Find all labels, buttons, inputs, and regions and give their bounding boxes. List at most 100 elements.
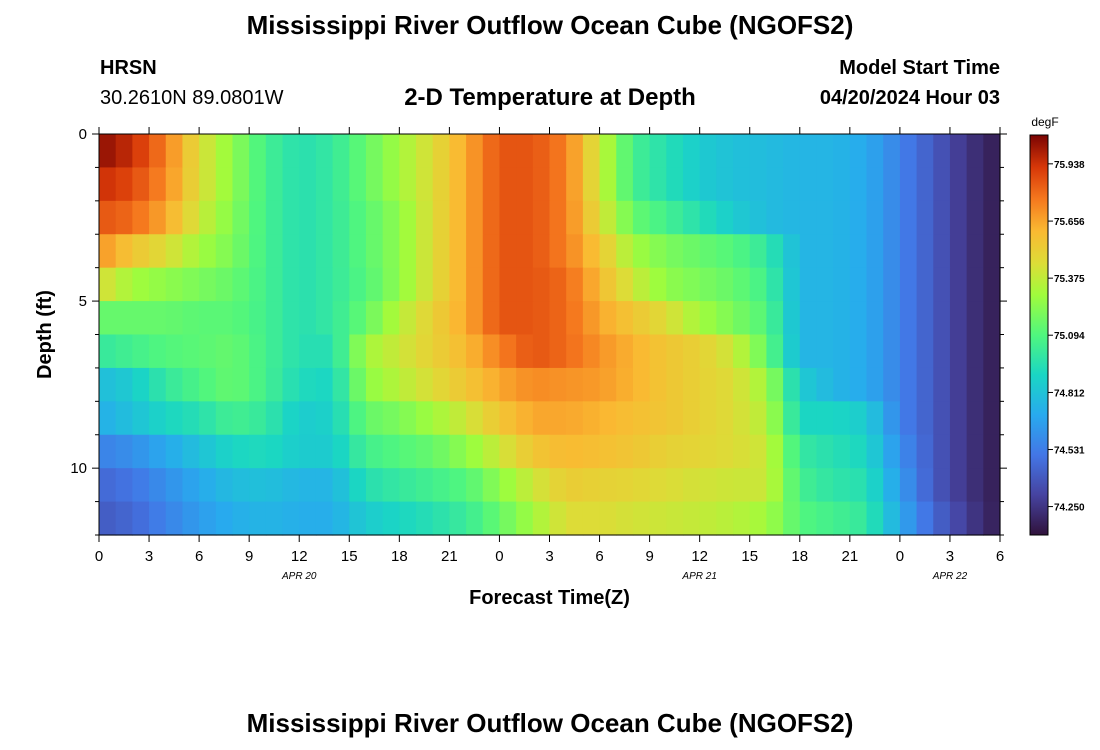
heatmap-cell [349, 301, 367, 336]
date-label: APR 20 [281, 571, 317, 582]
heatmap-cell [766, 167, 784, 202]
heatmap-cell [883, 167, 901, 202]
heatmap-cell [682, 367, 701, 402]
heatmap-cell [532, 367, 551, 402]
heatmap-cell [666, 234, 684, 269]
heatmap-cell [365, 134, 384, 169]
heatmap-cell [899, 200, 918, 235]
heatmap-cell [749, 401, 768, 436]
heatmap-cell [916, 468, 934, 503]
heatmap-cell [949, 367, 968, 402]
heatmap-cell [115, 267, 133, 302]
heatmap-cell [482, 468, 501, 503]
heatmap-cell [883, 234, 901, 269]
heatmap-cell [165, 200, 184, 235]
heatmap-cell [165, 234, 184, 269]
heatmap-cell [199, 501, 217, 536]
heatmap-cell [833, 167, 851, 202]
heatmap-cell [416, 167, 434, 202]
heatmap-cell [716, 367, 734, 402]
heatmap-cell [566, 334, 584, 369]
heatmap-cell [616, 301, 634, 336]
heatmap-cell [365, 401, 384, 436]
heatmap-cell [716, 134, 734, 169]
heatmap-cell [332, 167, 350, 202]
heatmap-cell [182, 301, 200, 336]
heatmap-cell [282, 401, 300, 436]
heatmap-cell [449, 401, 467, 436]
heatmap-cell [149, 501, 167, 536]
x-axis-label: Forecast Time(Z) [469, 587, 630, 609]
heatmap-cell [816, 234, 834, 269]
heatmap-cell [299, 434, 317, 469]
heatmap-cell [649, 167, 667, 202]
heatmap-cell [199, 134, 217, 169]
heatmap-cell [399, 301, 417, 336]
heatmap-cell [849, 134, 868, 169]
heatmap-cell [282, 167, 300, 202]
heatmap-cell [933, 234, 951, 269]
heatmap-cell [699, 501, 717, 536]
date-label: APR 22 [932, 571, 968, 582]
heatmap-cell [449, 234, 467, 269]
heatmap-cell [232, 434, 250, 469]
heatmap-cell [132, 334, 150, 369]
heatmap-cell [416, 301, 434, 336]
heatmap-cell [315, 334, 334, 369]
heatmap-cell [783, 134, 801, 169]
heatmap-cell [232, 468, 250, 503]
heatmap-cell [332, 501, 350, 536]
heatmap-cell [299, 501, 317, 536]
heatmap-cell [833, 367, 851, 402]
heatmap-cell [616, 334, 634, 369]
heatmap-cell [582, 501, 601, 536]
heatmap-cell [983, 167, 1001, 202]
heatmap-cell [99, 267, 117, 302]
heatmap-cell [265, 401, 284, 436]
heatmap-cell [799, 134, 818, 169]
heatmap-cell [749, 501, 768, 536]
heatmap-cell [783, 234, 801, 269]
heatmap-cell [332, 267, 350, 302]
heatmap-cell [449, 301, 467, 336]
x-tick-label: 0 [896, 548, 904, 565]
heatmap-cell [849, 468, 868, 503]
heatmap-cell [799, 501, 818, 536]
heatmap-cell [549, 334, 567, 369]
heatmap-cell [799, 167, 818, 202]
heatmap-cell [199, 267, 217, 302]
heatmap-cell [249, 267, 267, 302]
heatmap-cell [215, 267, 234, 302]
heatmap-cell [983, 334, 1001, 369]
heatmap-cell [733, 167, 751, 202]
heatmap-cell [899, 401, 918, 436]
heatmap-cell [549, 134, 567, 169]
heatmap-cell [315, 468, 334, 503]
heatmap-cell [849, 501, 868, 536]
heatmap-cell [883, 468, 901, 503]
heatmap-cell [849, 367, 868, 402]
heatmap-cell [466, 167, 484, 202]
heatmap-cell [199, 401, 217, 436]
heatmap-cell [632, 234, 651, 269]
heatmap-cell [649, 301, 667, 336]
heatmap-cell [315, 434, 334, 469]
heatmap-cell [399, 167, 417, 202]
colorbar-tick-label: 75.375 [1054, 274, 1085, 285]
heatmap-cell [699, 301, 717, 336]
heatmap-cell [899, 134, 918, 169]
heatmap-cell [549, 401, 567, 436]
x-tick-label: 12 [691, 548, 708, 565]
heatmap-cell [766, 301, 784, 336]
heatmap-cell [582, 267, 601, 302]
heatmap-cell [282, 468, 300, 503]
heatmap-cell [466, 501, 484, 536]
heatmap-cell [816, 200, 834, 235]
heatmap-cell [99, 334, 117, 369]
heatmap-cell [733, 200, 751, 235]
heatmap-cell [699, 134, 717, 169]
heatmap-cell [365, 234, 384, 269]
heatmap-cell [499, 200, 517, 235]
heatmap-cell [282, 501, 300, 536]
heatmap-cell [666, 200, 684, 235]
